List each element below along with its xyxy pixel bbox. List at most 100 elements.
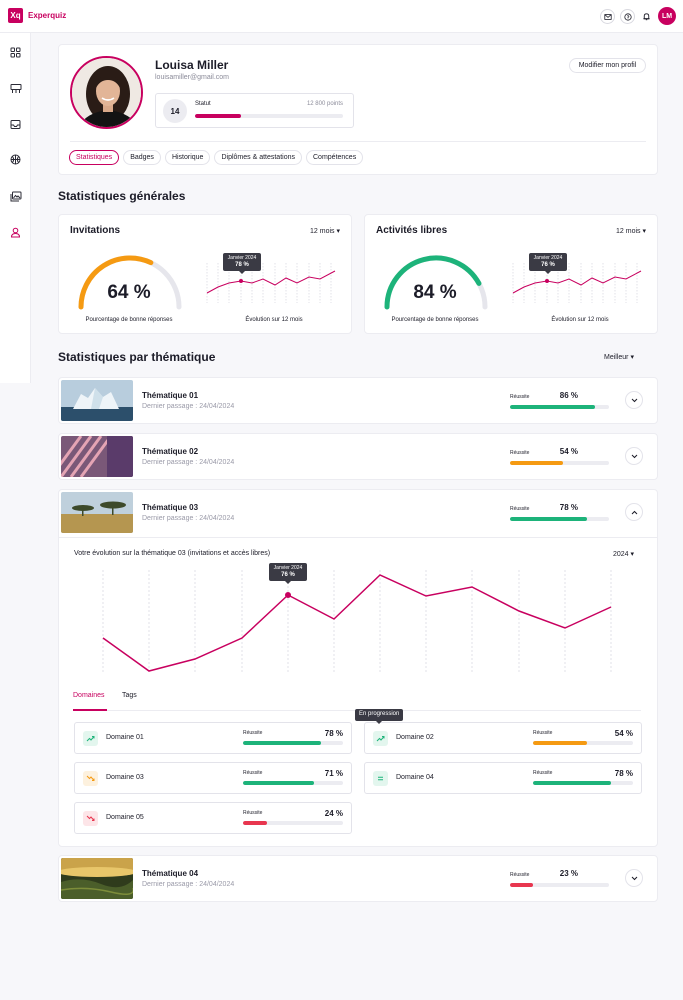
trend-down-icon (83, 811, 98, 826)
success-bar-fill (243, 821, 267, 825)
success-label: Réussite (510, 394, 530, 400)
success-percent: 54 % (614, 729, 633, 738)
level-badge: 14 (163, 99, 187, 123)
status-points: 12 800 points (306, 101, 343, 107)
domain-name: Domaine 05 (106, 814, 144, 821)
theme-row[interactable]: Thématique 01 Dernier passage : 24/04/20… (58, 377, 658, 424)
success-bar-fill (243, 781, 314, 785)
tab-historique[interactable]: Historique (164, 150, 211, 165)
chevron-down-icon: ▾ (336, 228, 340, 235)
logo-icon[interactable]: Xq (8, 8, 23, 23)
gallery-icon[interactable] (9, 190, 22, 203)
invitations-period-select[interactable]: 12 mois ▾ (310, 227, 340, 235)
app-name[interactable]: Experquiz (28, 11, 67, 20)
theme-date: Dernier passage : 24/04/2024 (142, 515, 235, 522)
invitations-title: Invitations (70, 225, 121, 236)
tab-badges[interactable]: Badges (123, 150, 161, 165)
expand-button[interactable] (625, 447, 643, 465)
success-percent: 78 % (324, 729, 343, 738)
success-bar (533, 741, 633, 745)
theme-row[interactable]: Thématique 04 Dernier passage : 24/04/20… (58, 855, 658, 902)
invitations-percent: 64 % (107, 282, 151, 303)
domain-name: Domaine 04 (396, 774, 434, 781)
success-label: Réussite (533, 770, 553, 776)
evolution-title: Votre évolution sur la thématique 03 (in… (74, 550, 271, 557)
chevron-down-icon (631, 454, 637, 458)
mail-icon[interactable] (600, 9, 615, 24)
success-bar-fill (510, 517, 588, 521)
success-bar (243, 821, 343, 825)
general-stats-title: Statistiques générales (58, 189, 186, 203)
sort-label: Meilleur (604, 354, 629, 361)
tab-diplomes[interactable]: Diplômes & attestations (214, 150, 302, 165)
tab-statistiques[interactable]: Statistiques (69, 150, 120, 165)
success-bar-fill (243, 741, 321, 745)
theme-date: Dernier passage : 24/04/2024 (142, 881, 235, 888)
theme-evolution-chart (102, 570, 612, 674)
sidebar (0, 33, 31, 383)
inbox-icon[interactable] (9, 118, 22, 131)
activities-card: Activités libres 12 mois ▾ 84 % Pourcent… (364, 214, 658, 334)
domain-name: Domaine 02 (396, 734, 434, 741)
success-label: Réussite (243, 810, 263, 816)
tooltip-value: 78 % (235, 261, 249, 268)
theme-name: Thématique 03 (142, 503, 199, 512)
theme-name: Thématique 02 (142, 447, 199, 456)
tab-tags[interactable]: Tags (122, 692, 137, 699)
success-label: Réussite (243, 770, 263, 776)
dashboard-icon[interactable] (9, 46, 22, 59)
theme-row[interactable]: Thématique 02 Dernier passage : 24/04/20… (58, 433, 658, 480)
chevron-down-icon (631, 876, 637, 880)
theme-name: Thématique 01 (142, 391, 199, 400)
year-label: 2024 (613, 551, 629, 558)
invitations-gauge (78, 255, 182, 310)
expand-button[interactable] (625, 391, 643, 409)
thematic-stats-title: Statistiques par thématique (58, 350, 216, 364)
success-percent: 23 % (559, 869, 578, 878)
theme-date: Dernier passage : 24/04/2024 (142, 403, 235, 410)
tooltip-value: 76 % (281, 571, 295, 578)
user-avatar[interactable]: LM (658, 7, 676, 25)
domain-card[interactable]: Domaine 01 Réussite 78 % (74, 722, 352, 754)
success-bar-fill (510, 883, 533, 887)
help-icon[interactable] (620, 9, 635, 24)
domain-card[interactable]: Domaine 03 Réussite 71 % (74, 762, 352, 794)
activities-tooltip: Janvier 2024 76 % (529, 253, 567, 275)
bell-icon[interactable] (639, 9, 654, 24)
tooltip-month: Janvier 2024 (533, 255, 563, 261)
training-icon[interactable] (9, 82, 22, 95)
trend-up-icon (83, 731, 98, 746)
collapse-button[interactable] (625, 503, 643, 521)
domain-card[interactable]: Domaine 05 Réussite 24 % (74, 802, 352, 834)
expand-button[interactable] (625, 869, 643, 887)
trend-down-icon (83, 771, 98, 786)
tab-domaines[interactable]: Domaines (73, 692, 105, 699)
tab-competences[interactable]: Compétences (306, 150, 364, 165)
basketball-icon[interactable] (9, 153, 22, 166)
active-tab-indicator (73, 709, 107, 711)
domain-name: Domaine 01 (106, 734, 144, 741)
domain-tooltip: En progression (355, 709, 404, 724)
domain-name: Domaine 03 (106, 774, 144, 781)
activities-title: Activités libres (376, 225, 448, 236)
sort-select[interactable]: Meilleur ▾ (604, 353, 634, 361)
chevron-down-icon: ▾ (630, 551, 635, 558)
success-bar-fill (510, 461, 564, 465)
activities-percent: 84 % (413, 282, 457, 303)
success-bar-fill (533, 741, 587, 745)
success-bar (510, 461, 609, 465)
domain-card[interactable]: Domaine 02 Réussite 54 % (364, 722, 642, 754)
user-icon[interactable] (9, 226, 22, 239)
profile-tabs: Statistiques Badges Historique Diplômes … (69, 150, 364, 165)
success-label: Réussite (533, 730, 553, 736)
success-bar (243, 741, 343, 745)
profile-name: Louisa Miller (155, 58, 229, 72)
activities-period-select[interactable]: 12 mois ▾ (616, 227, 646, 235)
success-label: Réussite (510, 450, 530, 456)
year-select[interactable]: 2024 ▾ (613, 550, 634, 558)
theme-date: Dernier passage : 24/04/2024 (142, 459, 235, 466)
domain-card[interactable]: Domaine 04 Réussite 78 % (364, 762, 642, 794)
status-progress-bar (195, 114, 343, 118)
edit-profile-button[interactable]: Modifier mon profil (569, 58, 646, 73)
success-percent: 78 % (614, 769, 633, 778)
